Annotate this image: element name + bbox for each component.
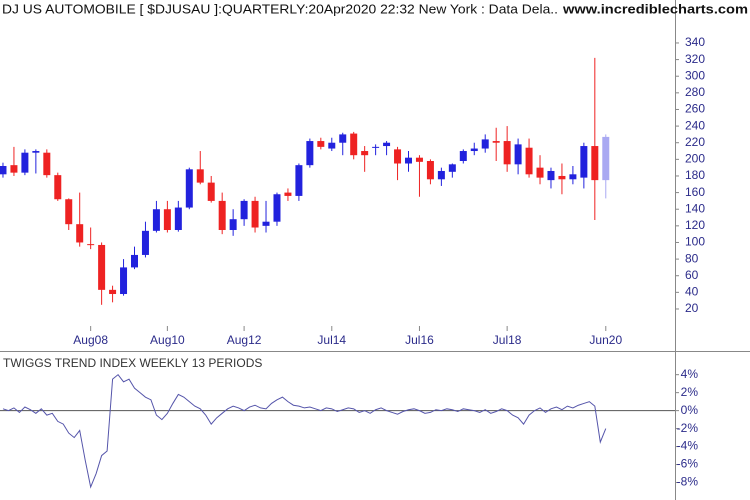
candle-body (10, 165, 18, 173)
candle-body (207, 182, 215, 201)
candle-body (163, 209, 171, 231)
candle-body (65, 199, 73, 225)
candle-body (174, 207, 182, 231)
candle-body (459, 151, 467, 162)
candle-body (350, 133, 358, 156)
y-tick-label: 80 (685, 251, 699, 265)
indicator-title: TWIGGS TREND INDEX WEEKLY 13 PERIODS (3, 356, 262, 370)
y-tick-label: 300 (685, 68, 705, 82)
candle-body (43, 152, 51, 176)
x-tick-label: Jul18 (493, 333, 522, 347)
candle-body (273, 194, 281, 222)
y-tick-label: 60 (685, 268, 699, 282)
y-tick-label: 120 (685, 218, 705, 232)
candle-body (569, 174, 577, 180)
candle-body (262, 221, 270, 226)
candle-body (470, 148, 478, 152)
y-tick-label: 320 (685, 52, 705, 66)
chart-title: DJ US AUTOMOBILE [ $DJUSAU ]:QUARTERLY:2… (2, 1, 558, 16)
candle-body (32, 151, 40, 153)
candle-body (547, 170, 555, 181)
candle-body (437, 170, 445, 180)
y-tick-label: 100 (685, 235, 705, 249)
x-tick-label: Aug10 (150, 333, 185, 347)
candle-body (306, 141, 314, 166)
y-tick-label: 200 (685, 152, 705, 166)
y-tick-label: -2% (677, 421, 699, 435)
indicator-line (2, 373, 607, 489)
y-tick-label: 0% (681, 403, 699, 417)
y-tick-label: -6% (677, 457, 699, 471)
y-tick-label: 260 (685, 102, 705, 116)
y-tick-label: 40 (685, 285, 699, 299)
candle-body (152, 209, 160, 231)
candle-body (98, 244, 106, 290)
y-tick-label: 140 (685, 201, 705, 215)
candle-body (328, 142, 336, 149)
x-tick-label: Jul14 (317, 333, 346, 347)
candle-body (394, 149, 402, 164)
candle-body (426, 161, 434, 180)
candle-body (558, 175, 566, 180)
candle-body (284, 192, 292, 196)
x-tick-label: Aug12 (227, 333, 262, 347)
y-tick-label: 4% (681, 367, 699, 381)
candle-body (0, 165, 7, 175)
candle-body (339, 134, 347, 143)
y-tick-label: 20 (685, 301, 699, 315)
candle-body (218, 200, 226, 231)
candle-body (76, 224, 84, 243)
candle-body (503, 141, 511, 165)
candle-body (131, 254, 138, 268)
candle-body (251, 200, 259, 228)
candle-body (514, 144, 522, 165)
y-tick-label: 2% (681, 385, 699, 399)
candle-body (536, 167, 544, 178)
y-tick-label: 220 (685, 135, 705, 149)
y-tick-label: -8% (677, 475, 699, 489)
candle-body (405, 157, 412, 164)
candle-body (591, 146, 599, 181)
candle-body (492, 141, 500, 143)
candle-body (525, 147, 533, 175)
candle-body (580, 146, 588, 178)
candle-body (295, 165, 303, 196)
y-tick-label: -4% (677, 439, 699, 453)
y-tick-label: 180 (685, 168, 705, 182)
candle-body (54, 175, 62, 200)
candle-body (120, 267, 128, 295)
candle-body (87, 244, 95, 246)
candle-body (481, 139, 489, 149)
x-tick-label: Aug08 (73, 333, 108, 347)
candle-body (185, 169, 193, 208)
y-tick-label: 240 (685, 118, 705, 132)
candle-body (383, 142, 391, 147)
candle-body (317, 141, 325, 147)
candle-body (448, 164, 456, 172)
y-tick-label: 160 (685, 185, 705, 199)
y-tick-label: 340 (685, 35, 705, 49)
candle-body (229, 219, 237, 231)
source: www.incrediblecharts.com (562, 1, 748, 16)
candle-body (109, 289, 117, 295)
candle-body (196, 169, 204, 183)
y-tick-label: 280 (685, 85, 705, 99)
candle-body (602, 136, 610, 181)
x-tick-label: Jul16 (405, 333, 434, 347)
candle-body (141, 230, 149, 255)
candle-body (361, 151, 369, 156)
x-tick-label: Jun20 (589, 333, 622, 347)
candle-body (415, 157, 423, 162)
candle-body (240, 200, 248, 220)
candle-body (372, 146, 380, 148)
candle-body (21, 152, 29, 173)
